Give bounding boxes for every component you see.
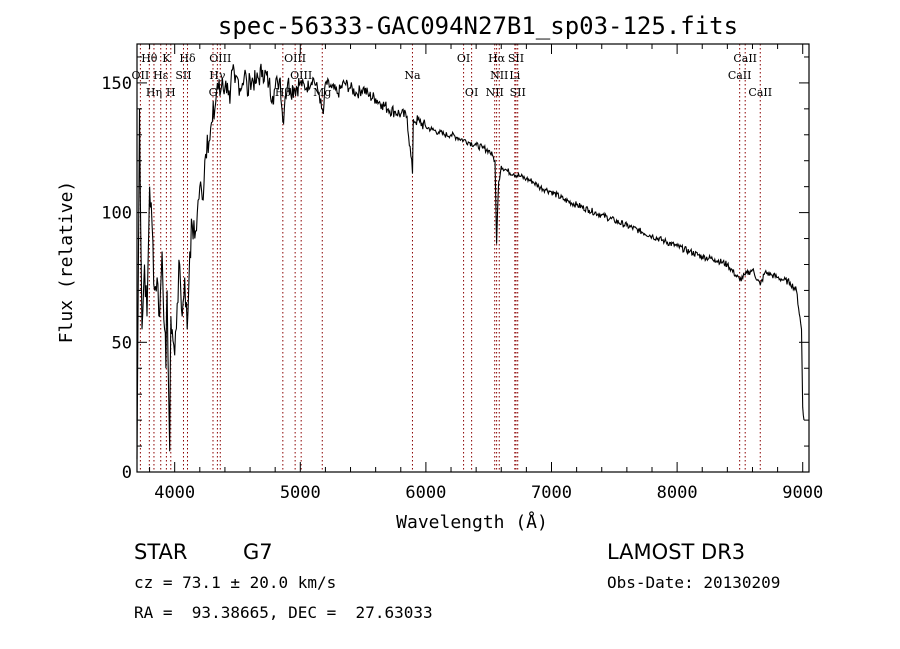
x-tick-label: 4000 [154,483,195,503]
marker-label-sii: SII [175,69,191,82]
survey-name: LAMOST DR3 [607,540,746,564]
marker-label-oii: OII [132,69,150,82]
spectrum-series-line [136,63,805,460]
marker-label-oi: OI [465,86,478,99]
marker-label-oiii: OIII [209,52,231,65]
object-class: STAR [134,540,188,564]
y-tick-label: 50 [112,333,132,353]
marker-label-li: Li [509,69,520,82]
marker-label-hε: Hε [153,69,169,82]
marker-label-caii: CaII [728,69,752,82]
y-tick-label: 0 [122,463,132,483]
x-tick-label: 8000 [657,483,698,503]
marker-label-nii: NII [490,69,508,82]
plot-frame [136,43,810,473]
marker-label-hβ: Hβ [275,86,291,99]
marker-label-na: Na [404,69,421,82]
ra-dec-coordinates: RA = 93.38665, DEC = 27.63033 [134,603,433,622]
marker-label-g: G [209,86,218,99]
marker-label-hθ: Hθ [141,52,158,65]
x-axis-label: Wavelength (Å) [396,511,548,533]
marker-label-oi: OI [457,52,470,65]
x-tick-label: 7000 [531,483,572,503]
marker-label-h: H [166,86,176,99]
x-tick-label: 6000 [405,483,446,503]
marker-label-hγ: Hγ [209,69,226,82]
marker-label-k: K [162,52,171,65]
x-tick-label: 9000 [782,483,823,503]
marker-label-sii: SII [510,86,526,99]
marker-label-hα: Hα [488,52,506,65]
emission-line-markers [139,44,761,472]
chart-title: spec-56333-GAC094N27B1_sp03-125.fits [218,12,738,40]
marker-label-caii: CaII [748,86,772,99]
observation-date: Obs-Date: 20130209 [607,573,781,592]
marker-label-oiii: OIII [284,52,306,65]
marker-label-hδ: Hδ [179,52,196,65]
x-axis-ticks: 4000 5000 6000 7000 8000 9000 [149,44,823,503]
object-subclass: G7 [243,540,273,564]
y-axis-ticks: 0 50 100 150 [101,56,809,483]
marker-label-sii: SII [508,52,524,65]
marker-label-hη: Hη [146,86,162,99]
marker-label-caii: CaII [733,52,757,65]
marker-label-mg: Mg [313,86,331,99]
redshift-velocity: cz = 73.1 ± 20.0 km/s [134,573,337,592]
y-tick-label: 150 [101,74,132,94]
marker-label-oiii: OIII [290,69,312,82]
y-tick-label: 100 [101,204,132,224]
x-tick-label: 5000 [280,483,321,503]
marker-label-nii: NII [486,86,504,99]
y-axis-label: Flux (relative) [56,181,77,344]
